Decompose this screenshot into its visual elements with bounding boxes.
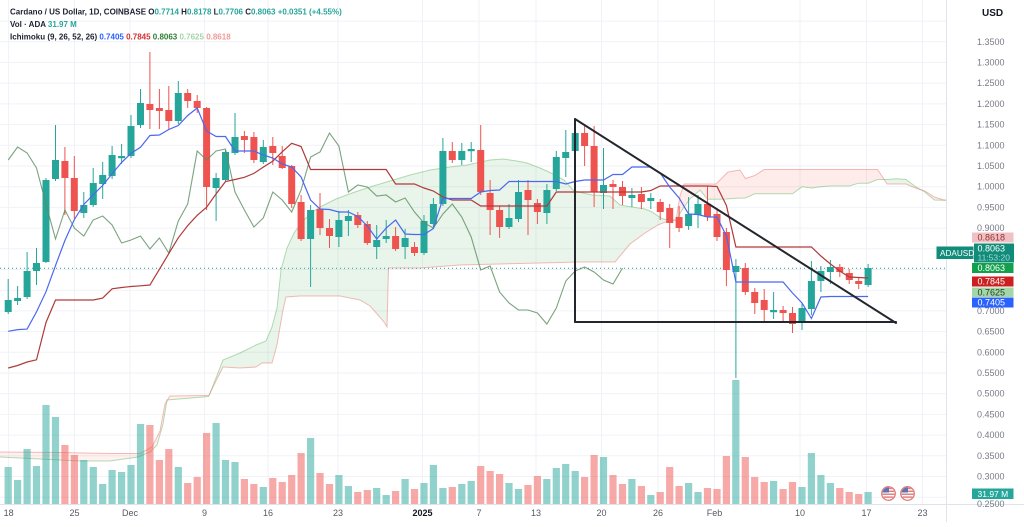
svg-text:0.5500: 0.5500 <box>977 368 1005 378</box>
svg-text:0.4000: 0.4000 <box>977 430 1005 440</box>
svg-text:31.97 M: 31.97 M <box>978 489 1009 499</box>
svg-text:9: 9 <box>202 508 207 518</box>
svg-text:20: 20 <box>596 508 606 518</box>
svg-text:23: 23 <box>917 508 927 518</box>
svg-text:10: 10 <box>795 508 805 518</box>
svg-text:0.6000: 0.6000 <box>977 347 1005 357</box>
svg-text:1.2000: 1.2000 <box>977 99 1005 109</box>
svg-text:25: 25 <box>69 508 79 518</box>
svg-text:Vol · ADA 31.97 M: Vol · ADA 31.97 M <box>10 20 77 29</box>
svg-text:0.8063: 0.8063 <box>978 244 1006 254</box>
svg-text:0.9500: 0.9500 <box>977 202 1005 212</box>
svg-text:0.7405: 0.7405 <box>978 298 1006 308</box>
svg-text:0.7625: 0.7625 <box>978 287 1006 297</box>
svg-text:17: 17 <box>861 508 871 518</box>
svg-text:1.2500: 1.2500 <box>977 78 1005 88</box>
svg-text:0.3500: 0.3500 <box>977 451 1005 461</box>
svg-text:1.3500: 1.3500 <box>977 37 1005 47</box>
svg-text:26: 26 <box>653 508 663 518</box>
svg-text:0.7000: 0.7000 <box>977 306 1005 316</box>
svg-text:0.3000: 0.3000 <box>977 472 1005 482</box>
svg-text:0.8063: 0.8063 <box>978 263 1006 273</box>
svg-text:0.9000: 0.9000 <box>977 223 1005 233</box>
svg-text:18: 18 <box>4 508 14 518</box>
svg-text:USD: USD <box>982 8 1003 19</box>
svg-text:Ichimoku (9, 26, 52, 26) 0.740: Ichimoku (9, 26, 52, 26) 0.7405 0.7845 0… <box>10 33 231 42</box>
svg-text:16: 16 <box>263 508 273 518</box>
svg-text:1.0500: 1.0500 <box>977 161 1005 171</box>
svg-text:11:53:20: 11:53:20 <box>978 253 1011 263</box>
svg-text:7: 7 <box>476 508 481 518</box>
svg-text:23: 23 <box>333 508 343 518</box>
svg-text:Feb: Feb <box>707 508 723 518</box>
svg-text:1.1500: 1.1500 <box>977 120 1005 130</box>
svg-text:1.3000: 1.3000 <box>977 58 1005 68</box>
svg-text:ADAUSD: ADAUSD <box>940 249 974 258</box>
svg-text:1.1000: 1.1000 <box>977 140 1005 150</box>
svg-text:13: 13 <box>531 508 541 518</box>
svg-text:0.4500: 0.4500 <box>977 409 1005 419</box>
svg-text:0.7845: 0.7845 <box>978 277 1006 287</box>
svg-text:0.5000: 0.5000 <box>977 389 1005 399</box>
svg-text:0.6500: 0.6500 <box>977 327 1005 337</box>
svg-text:0.8618: 0.8618 <box>978 233 1006 243</box>
svg-text:1.0000: 1.0000 <box>977 182 1005 192</box>
svg-text:Dec: Dec <box>122 508 139 518</box>
svg-text:2025: 2025 <box>412 508 432 518</box>
svg-text:0.2500: 0.2500 <box>977 499 1005 509</box>
svg-text:Cardano / US Dollar, 1D, COINB: Cardano / US Dollar, 1D, COINBASE O0.771… <box>10 8 342 17</box>
